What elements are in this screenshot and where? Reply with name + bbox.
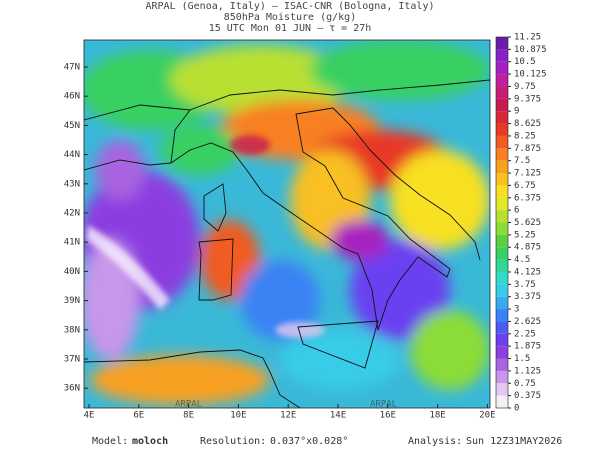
colorbar-label: 10.125 — [514, 70, 547, 80]
colorbar-swatch — [496, 358, 508, 371]
colorbar-label: 6 — [514, 206, 519, 216]
lon-label: 12E — [280, 411, 296, 421]
axes: 47N 46N 45N 44N 43N 42N 41N 40N 39N 38N 37N 36N 4E 6E… — [64, 63, 496, 421]
lat-label: 40N — [64, 267, 80, 277]
colorbar-swatch — [496, 259, 508, 272]
coastlines — [84, 79, 490, 408]
colorbar-swatch — [496, 197, 508, 211]
colorbar-label: 7.125 — [514, 169, 541, 179]
colorbar-label: 8.625 — [514, 119, 541, 129]
lat-label: 46N — [64, 92, 80, 102]
moisture-field: ARPAL ARPAL — [84, 40, 490, 410]
colorbar-swatch — [496, 98, 508, 112]
lon-label: 6E — [133, 411, 144, 421]
colorbar-swatch — [496, 86, 508, 99]
colorbar-swatch — [496, 222, 508, 235]
title-line: 850hPa Moisture (g/kg) — [224, 12, 356, 23]
colorbar-label: 2.625 — [514, 317, 541, 327]
lon-label: 14E — [330, 411, 346, 421]
colorbar-label: 11.25 — [514, 33, 541, 43]
colorbar-swatch — [496, 234, 508, 248]
watermark: ARPAL — [370, 400, 397, 410]
colorbar-label: 10.875 — [514, 45, 547, 55]
colorbar-swatch — [496, 123, 508, 136]
lon-label: 16E — [380, 411, 396, 421]
lat-label: 42N — [64, 209, 80, 219]
colorbar-swatch — [496, 346, 508, 359]
colorbar-swatch — [496, 148, 508, 161]
footer-value: Sun 12Z31MAY2026 — [466, 436, 562, 447]
colorbar-label: 10.5 — [514, 57, 536, 67]
colorbar-label: 4.875 — [514, 243, 541, 253]
colorbar-label: 8.25 — [514, 131, 536, 141]
colorbar-swatch — [496, 309, 508, 322]
colorbar-label: 9.375 — [514, 94, 541, 104]
colorbar-swatch — [496, 160, 508, 174]
watermark: ARPAL — [175, 400, 202, 410]
lat-label: 47N — [64, 63, 80, 73]
colorbar-swatch — [496, 210, 508, 223]
title-line: ARPAL (Genoa, Italy) – ISAC-CNR (Bologna… — [146, 1, 435, 12]
footer-label: Model: — [92, 436, 128, 447]
lon-label: 4E — [84, 411, 95, 421]
colorbar-swatch — [496, 61, 508, 75]
colorbar-swatch — [496, 111, 508, 124]
colorbar-swatch — [496, 370, 508, 384]
colorbar-label: 0.375 — [514, 391, 541, 401]
colorbar: 0 0.375 0.75 1.125 1.5 1.875 2.25 2.625 3 3.375 3.… — [495, 33, 547, 414]
colorbar-swatch — [496, 321, 508, 334]
footer-value: moloch — [132, 436, 168, 447]
colorbar-label: 6.375 — [514, 193, 541, 203]
colorbar-label: 5.625 — [514, 218, 541, 228]
colorbar-label: 1.5 — [514, 354, 530, 364]
colorbar-swatch — [496, 37, 508, 50]
lat-label: 43N — [64, 179, 80, 189]
lat-label: 41N — [64, 238, 80, 248]
lat-label: 44N — [64, 150, 80, 160]
colorbar-swatch — [496, 173, 508, 186]
colorbar-label: 1.875 — [514, 342, 541, 352]
footer-label: Analysis: — [408, 436, 462, 447]
lon-label: 8E — [183, 411, 194, 421]
colorbar-swatch — [496, 49, 508, 62]
lon-label: 20E — [479, 411, 495, 421]
colorbar-label: 4.125 — [514, 267, 541, 277]
map-frame — [83, 39, 491, 409]
colorbar-swatch — [496, 333, 508, 347]
colorbar-swatch — [496, 247, 508, 260]
footer-value: 0.037°x0.028° — [270, 436, 348, 447]
lon-label: 18E — [429, 411, 445, 421]
colorbar-swatch — [496, 296, 508, 310]
lat-label: 39N — [64, 296, 80, 306]
colorbar-swatch — [496, 383, 508, 396]
lat-label: 37N — [64, 355, 80, 365]
colorbar-label: 3.75 — [514, 280, 536, 290]
colorbar-swatch — [496, 74, 508, 87]
colorbar-label: 0.75 — [514, 379, 536, 389]
lat-label: 38N — [64, 325, 80, 335]
colorbar-swatch — [496, 284, 508, 297]
colorbar-swatch — [496, 185, 508, 198]
colorbar-label: 9.75 — [514, 82, 536, 92]
lat-label: 36N — [64, 384, 80, 394]
colorbar-swatch — [496, 395, 508, 408]
lat-label: 45N — [64, 121, 80, 131]
colorbar-swatch — [496, 135, 508, 149]
colorbar-label: 0 — [514, 404, 519, 414]
title-line: 15 UTC Mon 01 JUN – τ = 27h — [209, 23, 372, 34]
colorbar-label: 2.25 — [514, 329, 536, 339]
colorbar-label: 6.75 — [514, 181, 536, 191]
lon-label: 10E — [230, 411, 246, 421]
colorbar-label: 5.25 — [514, 230, 536, 240]
colorbar-label: 7.5 — [514, 156, 530, 166]
colorbar-label: 1.125 — [514, 366, 541, 376]
colorbar-swatch — [496, 271, 508, 285]
colorbar-label: 4.5 — [514, 255, 530, 265]
colorbar-label: 7.875 — [514, 144, 541, 154]
colorbar-label: 9 — [514, 107, 519, 117]
footer-label: Resolution: — [200, 436, 266, 447]
colorbar-label: 3 — [514, 305, 519, 315]
colorbar-label: 3.375 — [514, 292, 541, 302]
